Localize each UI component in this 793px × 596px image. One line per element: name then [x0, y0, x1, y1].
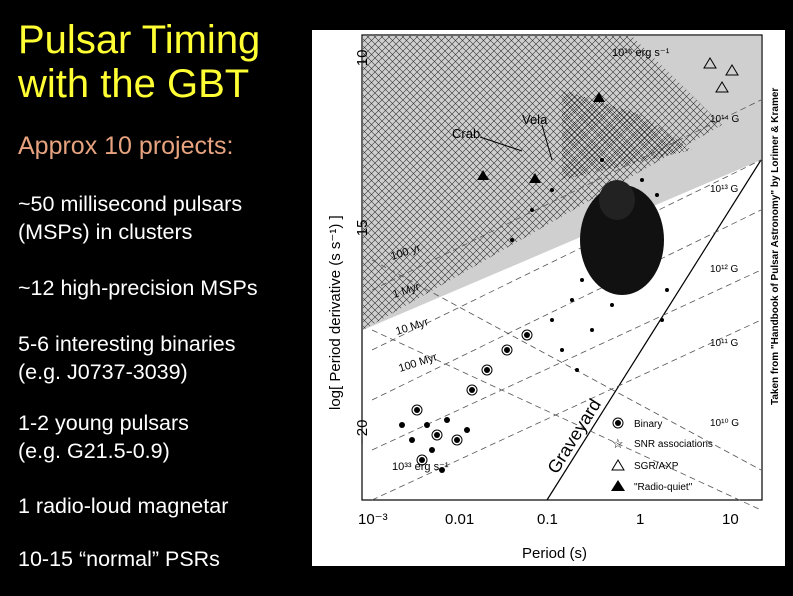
y-axis-label: log[ Period derivative (s s⁻¹) ] [327, 215, 344, 410]
legend-radio-quiet: "Radio-quiet" [634, 482, 693, 493]
x-tick-0: 10⁻³ [358, 511, 388, 528]
death-line [546, 159, 762, 501]
legend-snr-marker: ☆ [612, 436, 624, 451]
bullet-msp-clusters-2: (MSPs) in clusters [18, 220, 193, 244]
title-line-2: with the GBT [18, 62, 250, 106]
x-tick-2: 0.1 [537, 511, 558, 528]
legend: Binary ☆ SNR associations SGR/AXP "Radio… [611, 417, 713, 493]
title-line-1: Pulsar Timing [18, 18, 261, 62]
hatched-region [363, 36, 722, 330]
legend-radio-quiet-marker [611, 480, 625, 491]
dense-hatch [562, 90, 692, 180]
binary-markers [411, 329, 533, 466]
slide-title: Pulsar Timing with the GBT [18, 18, 260, 106]
field-label-1e13: 10¹³ G [710, 184, 739, 195]
y-tick-0: −10 [354, 50, 371, 75]
x-tick-labels: 10⁻³ 0.01 0.1 1 10 [358, 511, 739, 528]
legend-binary-marker [615, 420, 621, 426]
edot-label-bottom: 10³³ erg s⁻¹ [392, 461, 449, 473]
crab-label: Crab [452, 126, 480, 141]
slide-subtitle: Approx 10 projects: [18, 132, 234, 160]
y-tick-1: −15 [354, 220, 371, 245]
bullet-binaries-2: (e.g. J0737-3039) [18, 360, 188, 384]
bullet-young-1: 1-2 young pulsars [18, 411, 189, 435]
figure-credit: Taken from "Handbook of Pulsar Astronomy… [770, 88, 781, 405]
vela-label: Vela [522, 112, 548, 127]
x-tick-3: 1 [636, 511, 644, 528]
bullet-high-precision: ~12 high-precision MSPs [18, 276, 258, 300]
field-label-1e12: 10¹² G [710, 264, 739, 275]
x-axis-label: Period (s) [522, 545, 587, 562]
crab-pointer [479, 136, 523, 152]
bullet-magnetar: 1 radio-loud magnetar [18, 494, 229, 518]
radio-quiet-markers [477, 92, 605, 183]
field-lines [371, 99, 762, 511]
ppdot-figure: Crab Vela 10¹⁶ erg s⁻¹ 10¹⁴ G 10¹³ G 10¹… [312, 30, 785, 566]
vela-pointer [541, 124, 553, 161]
bullet-normal: 10-15 “normal” PSRs [18, 547, 220, 571]
sgr-axp-markers [703, 57, 739, 93]
ppdot-diagram: Crab Vela 10¹⁶ erg s⁻¹ 10¹⁴ G 10¹³ G 10¹… [312, 30, 785, 566]
field-label-1e10: 10¹⁰ G [710, 418, 739, 429]
legend-sgr: SGR/AXP [634, 461, 679, 472]
x-tick-1: 0.01 [445, 511, 474, 528]
edot-label-top: 10¹⁶ erg s⁻¹ [612, 47, 670, 59]
bullet-binaries-1: 5-6 interesting binaries [18, 332, 236, 356]
field-label-1e14: 10¹⁴ G [710, 114, 740, 125]
pulsar-scatter [399, 158, 669, 473]
legend-sgr-marker [611, 459, 625, 471]
bullet-msp-clusters-1: ~50 millisecond pulsars [18, 192, 243, 216]
field-label-1e11: 10¹¹ G [710, 338, 739, 349]
legend-snr: SNR associations [634, 439, 713, 450]
bullet-young-2: (e.g. G21.5-0.9) [18, 439, 170, 463]
legend-binary: Binary [634, 419, 662, 430]
x-tick-4: 10 [722, 511, 739, 528]
y-tick-2: −20 [354, 420, 371, 445]
